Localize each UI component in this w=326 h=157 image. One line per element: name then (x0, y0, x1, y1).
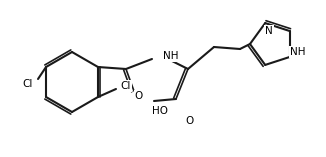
Text: Cl: Cl (23, 79, 33, 89)
Text: NH: NH (163, 51, 178, 61)
Text: O: O (186, 116, 194, 126)
Text: HO: HO (152, 106, 168, 116)
Text: NH: NH (290, 47, 305, 57)
Text: Cl: Cl (121, 81, 131, 91)
Text: O: O (135, 91, 143, 101)
Text: N: N (265, 26, 273, 36)
